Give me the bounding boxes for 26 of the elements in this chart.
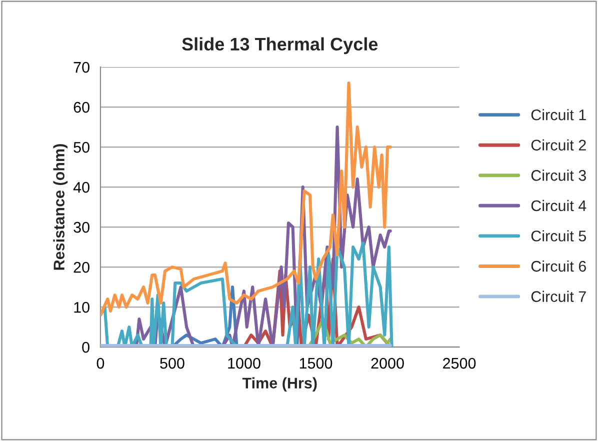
- y-tick-label: 10: [74, 302, 90, 313]
- x-tick-label: 2000: [371, 358, 404, 369]
- y-axis-title: Resistance (ohm): [53, 144, 68, 270]
- line-series: [100, 82, 392, 317]
- x-tick-label: 1000: [228, 358, 260, 369]
- y-tick-label: 70: [74, 62, 90, 73]
- x-tick-label: 2500: [443, 358, 476, 369]
- legend-label: Circuit 1: [531, 109, 586, 120]
- legend-label: Circuit 7: [531, 290, 586, 302]
- y-tick-label: 20: [74, 262, 90, 273]
- y-tick-label: 40: [73, 182, 90, 193]
- y-tick-label: 0: [82, 342, 90, 353]
- line-series: [100, 242, 394, 348]
- chart-title: Slide 13 Thermal Cycle: [182, 37, 378, 54]
- x-tick-label: 1500: [300, 358, 332, 369]
- x-tick-label: 500: [160, 358, 184, 369]
- legend-label: Circuit 3: [531, 170, 586, 181]
- legend-label: Circuit 4: [531, 200, 586, 212]
- y-tick-label: 60: [74, 102, 90, 113]
- y-tick-label: 50: [74, 142, 90, 153]
- legend-label: Circuit 2: [531, 139, 586, 151]
- x-axis-title: Time (Hrs): [242, 377, 317, 392]
- legend-label: Circuit 6: [531, 260, 586, 272]
- legend-label: Circuit 5: [531, 230, 586, 242]
- x-tick-label: 0: [96, 358, 104, 369]
- y-tick-label: 30: [74, 222, 90, 233]
